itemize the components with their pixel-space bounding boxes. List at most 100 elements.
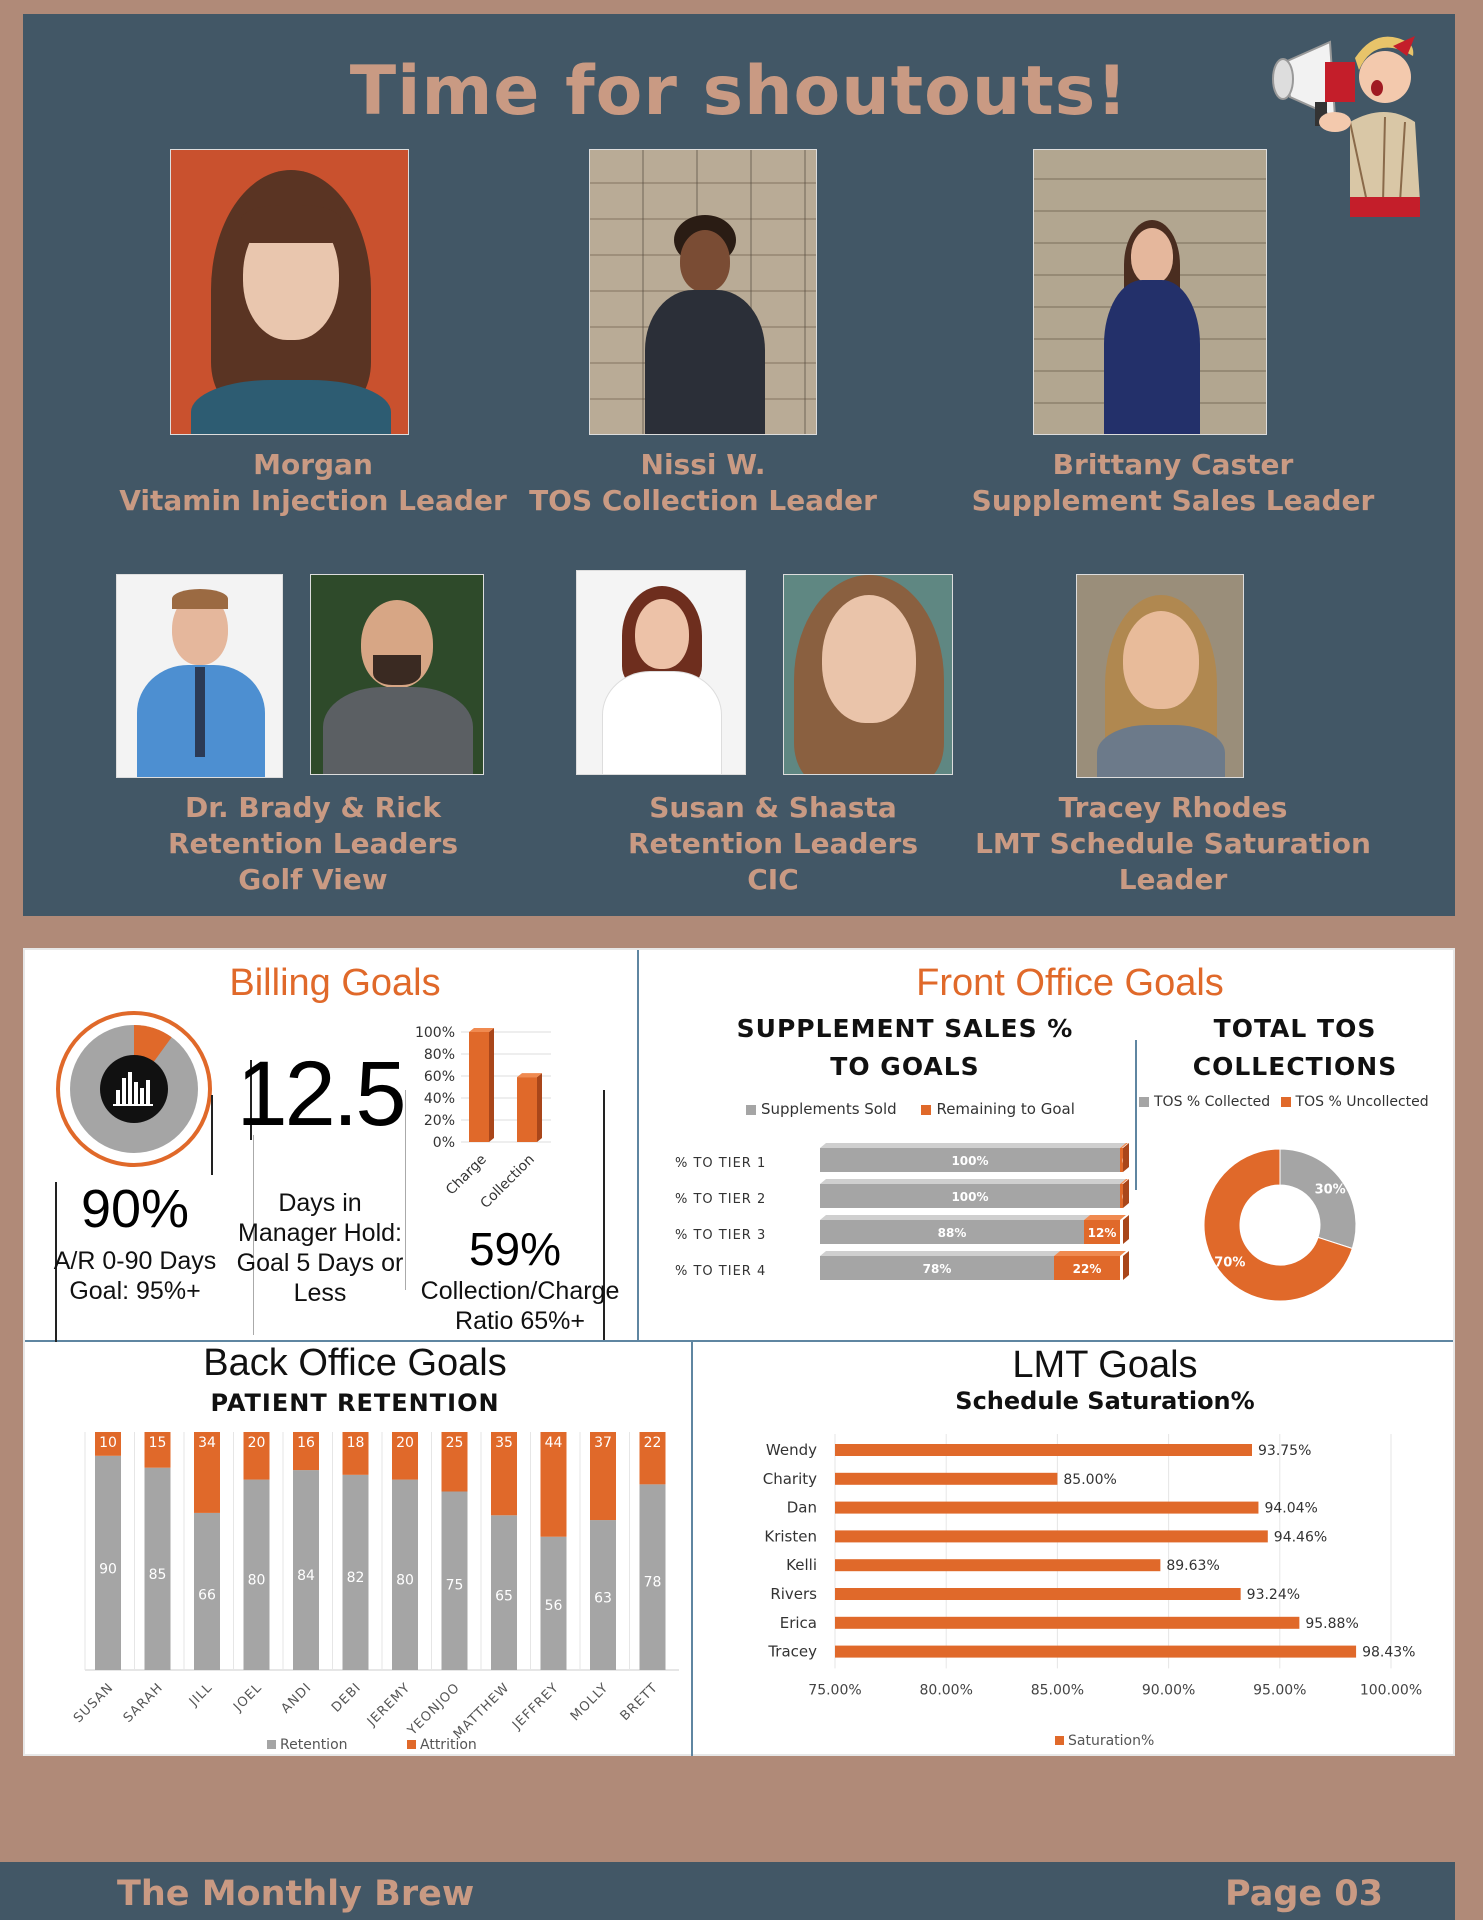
bar-segment	[1120, 1184, 1123, 1208]
bar	[835, 1472, 1058, 1485]
photo-nissi	[589, 149, 817, 435]
column-segment	[243, 1479, 270, 1670]
bar-top	[820, 1143, 1126, 1148]
column-segment	[144, 1432, 171, 1468]
bar	[835, 1530, 1268, 1543]
y-tick-label: Rivers	[770, 1585, 817, 1603]
photo-rick	[310, 574, 484, 775]
tos-donut-chart: 30% 70%	[1203, 1148, 1357, 1302]
bar-side	[1123, 1215, 1129, 1244]
back-office-title: Back Office Goals	[203, 1342, 507, 1384]
bar-top	[1054, 1251, 1126, 1256]
data-label: 10	[99, 1435, 117, 1451]
divider	[637, 950, 639, 1340]
ar-value: 90%	[80, 1179, 190, 1239]
bar-side	[1123, 1179, 1129, 1208]
data-label: 15	[149, 1435, 167, 1451]
ratio-value: 59%	[468, 1223, 562, 1275]
bar-top	[1084, 1215, 1126, 1220]
data-label: 95.88%	[1305, 1616, 1358, 1632]
bar	[835, 1444, 1252, 1456]
column-segment	[95, 1432, 121, 1456]
legend-swatch	[1139, 1097, 1149, 1107]
divider	[1135, 1040, 1137, 1190]
x-tick-label: JEREMY	[364, 1680, 414, 1730]
data-label: 16	[297, 1435, 315, 1451]
column-segment	[590, 1432, 616, 1521]
y-tick-label: Charity	[763, 1470, 817, 1488]
column-segment	[441, 1432, 468, 1492]
x-tick-label: ANDI	[278, 1680, 314, 1716]
photo-morgan	[170, 149, 409, 435]
y-tick-label: % TO TIER 2	[675, 1192, 766, 1207]
data-label: 85.00%	[1063, 1472, 1116, 1488]
legend-swatch	[1280, 1097, 1291, 1107]
bar	[835, 1588, 1241, 1600]
column-segment	[95, 1455, 121, 1670]
data-label: 20	[248, 1435, 266, 1451]
data-label: 84	[297, 1568, 315, 1584]
column-segment	[392, 1479, 418, 1670]
data-label: 37	[594, 1435, 612, 1451]
bar	[835, 1559, 1161, 1572]
bar-segment	[1120, 1148, 1123, 1172]
manager-hold-caption: Days in Manager Hold: Goal 5 Days or Less	[236, 1189, 404, 1307]
caption-brady-rick: Dr. Brady & Rick Retention Leaders Golf Vi…	[168, 791, 458, 896]
column-segment	[590, 1520, 616, 1670]
photo-shasta	[783, 574, 953, 775]
x-tick-label: BRETT	[618, 1680, 662, 1724]
shoutouts-title: Time for shoutouts!	[349, 52, 1129, 131]
legend-label: Attrition	[420, 1737, 477, 1753]
page-number: Page 03	[1225, 1874, 1384, 1914]
column-segment	[243, 1432, 270, 1480]
bar-side	[489, 1028, 494, 1142]
data-label: 44	[545, 1435, 563, 1451]
caption-brittany: Brittany Caster Supplement Sales Leader	[971, 448, 1375, 517]
x-tick-label: SARAH	[121, 1680, 167, 1726]
data-label: 94.46%	[1274, 1529, 1327, 1545]
legend-swatch	[921, 1104, 932, 1115]
x-tick-label: JOEL	[230, 1680, 265, 1715]
y-tick-label: % TO TIER 3	[675, 1228, 766, 1243]
data-label: 80	[248, 1572, 266, 1588]
bar-segment	[820, 1256, 1054, 1280]
tos-collections-title: TOTAL TOS COLLECTIONS	[1192, 1014, 1398, 1081]
data-label: 90	[99, 1562, 117, 1578]
data-label: 63	[594, 1591, 612, 1607]
caption-tracey: Tracey Rhodes LMT Schedule Saturation Lead…	[975, 791, 1371, 896]
schedule-saturation-title: Schedule Saturation%	[955, 1387, 1255, 1415]
y-tick-label: 40%	[424, 1091, 455, 1107]
bar-top	[820, 1215, 1090, 1220]
data-label: 85	[149, 1567, 167, 1583]
y-tick-label: % TO TIER 1	[675, 1156, 766, 1171]
x-tick-label: 95.00%	[1253, 1682, 1306, 1698]
front-office-title: Front Office Goals	[916, 962, 1224, 1004]
supplement-sales-title: SUPPLEMENT SALES % TO GOALS	[736, 1014, 1074, 1081]
legend-swatch	[1055, 1736, 1064, 1745]
data-label: 88%	[938, 1226, 967, 1240]
y-tick-label: 60%	[424, 1069, 455, 1085]
column-segment	[144, 1467, 171, 1670]
divider	[25, 1340, 1453, 1342]
y-tick-label: 0%	[433, 1135, 455, 1151]
ar-gauge	[56, 1011, 212, 1167]
manager-hold-value: 12.5	[236, 1043, 406, 1145]
y-tick-label: Tracey	[767, 1643, 817, 1661]
column-segment	[639, 1432, 666, 1485]
y-tick-label: 80%	[424, 1047, 455, 1063]
x-tick-label: JILL	[186, 1680, 216, 1710]
goals-panel: Billing Goals 90% A/R 0-90 Days Goal: 95%…	[23, 948, 1455, 1756]
data-label: 30%	[1315, 1183, 1346, 1198]
data-label: 78%	[923, 1262, 952, 1276]
column-segment	[194, 1512, 220, 1670]
data-label: 20	[396, 1435, 414, 1451]
column-segment	[441, 1491, 468, 1670]
y-tick-label: 100%	[415, 1025, 455, 1041]
bar-top	[1120, 1143, 1128, 1148]
x-tick-label: 85.00%	[1031, 1682, 1084, 1698]
legend-swatch	[267, 1740, 276, 1749]
data-label: 78	[644, 1574, 662, 1590]
y-tick-label: Kristen	[764, 1527, 817, 1545]
data-label: 65	[495, 1588, 513, 1604]
